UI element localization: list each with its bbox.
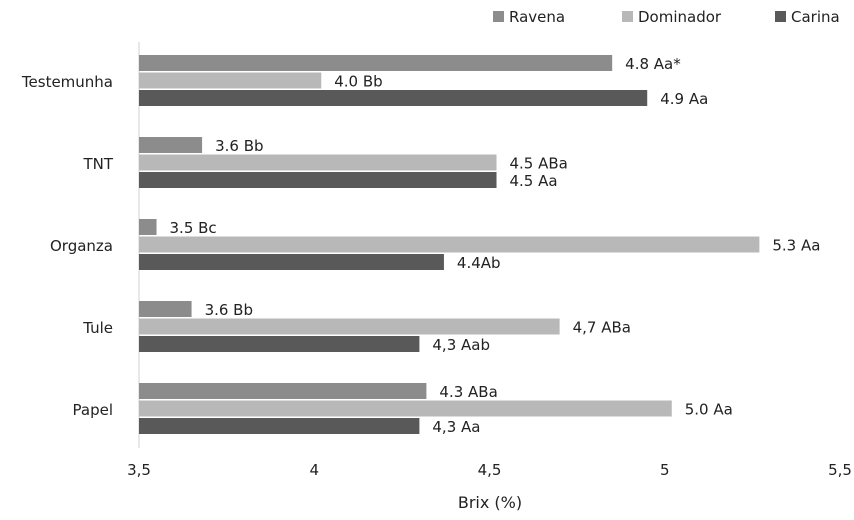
data-label: 3.5 Bc xyxy=(170,219,217,237)
legend-label: Carina xyxy=(791,8,840,26)
bar xyxy=(139,90,648,106)
bar xyxy=(139,254,444,270)
bar xyxy=(139,219,157,235)
x-tick-label: 4,5 xyxy=(478,461,502,479)
bar xyxy=(139,383,427,399)
data-label: 4,3 Aab xyxy=(432,336,490,354)
category-label: TNT xyxy=(82,155,113,173)
x-tick-label: 5 xyxy=(660,461,670,479)
bar xyxy=(139,418,420,434)
legend-swatch xyxy=(622,11,633,22)
data-label: 4.5 Aa xyxy=(510,172,558,190)
x-tick-label: 5,5 xyxy=(828,461,852,479)
plot-area: Testemunha 4.8 Aa* 4.0 Bb 4.9 Aa TNT 3.6 Bb 4.… xyxy=(21,42,820,448)
data-label: 4,7 ABa xyxy=(573,319,631,337)
data-label: 5.0 Aa xyxy=(685,401,733,419)
bar xyxy=(139,72,322,89)
bar xyxy=(139,172,497,188)
data-label: 4,3 Aa xyxy=(432,418,480,436)
bar xyxy=(139,154,497,171)
category-label: Papel xyxy=(73,401,113,419)
x-axis-title: Brix (%) xyxy=(458,493,522,512)
category-label: Tule xyxy=(82,319,113,337)
bar xyxy=(139,336,420,352)
data-label: 4.3 ABa xyxy=(439,383,497,401)
category-label: Testemunha xyxy=(21,73,113,91)
legend-swatch xyxy=(493,11,504,22)
x-axis: 3,5 4 4,5 5 5,5 xyxy=(127,461,852,479)
bar xyxy=(139,400,672,417)
category-label: Organza xyxy=(50,237,113,255)
legend: Ravena Dominador Carina xyxy=(493,8,840,26)
data-label: 4.5 ABa xyxy=(510,155,568,173)
bar xyxy=(139,236,760,253)
data-label: 4.0 Bb xyxy=(334,73,382,91)
bar xyxy=(139,55,613,71)
data-label: 4.4Ab xyxy=(457,254,501,272)
bar xyxy=(139,137,203,153)
x-tick-label: 3,5 xyxy=(127,461,151,479)
legend-swatch xyxy=(775,11,786,22)
bar xyxy=(139,318,560,335)
data-label: 4.9 Aa xyxy=(660,90,708,108)
data-label: 4.8 Aa* xyxy=(625,55,681,73)
legend-label: Dominador xyxy=(638,8,722,26)
data-label: 3.6 Bb xyxy=(205,301,253,319)
legend-label: Ravena xyxy=(509,8,565,26)
bar xyxy=(139,301,192,317)
data-label: 3.6 Bb xyxy=(215,137,263,155)
data-label: 5.3 Aa xyxy=(772,237,820,255)
x-tick-label: 4 xyxy=(309,461,319,479)
